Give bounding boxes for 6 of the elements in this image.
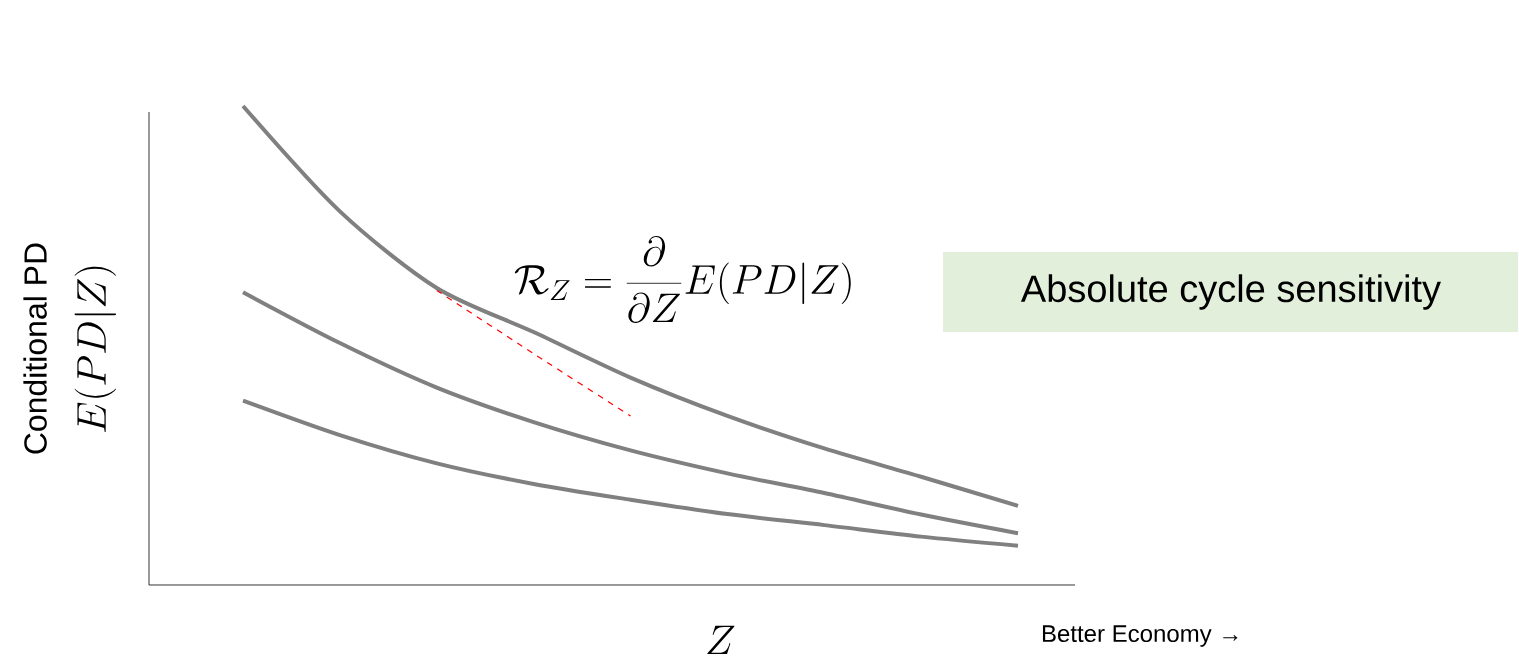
annotation: Absolute cycle sensitivity (1020, 274, 1441, 310)
annotation: $\mathcal{R}_Z = \frac{\partial}{\partial Z} E(PD|Z)$ (514, 235, 851, 323)
y-axis-title: Conditional PD (23, 243, 47, 454)
text: Better Economy → (1042, 625, 1238, 647)
text: $E(PD|Z)$ (74, 266, 117, 433)
x-axis-title: $Z$ (707, 625, 735, 655)
